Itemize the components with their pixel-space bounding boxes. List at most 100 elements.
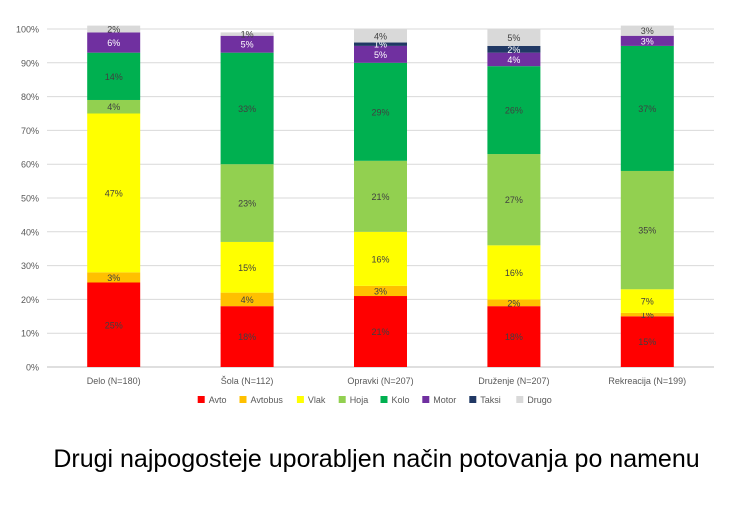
bar-segment-avtobus <box>220 292 274 307</box>
data-label: 3% <box>374 286 387 296</box>
data-label: 4% <box>507 55 520 65</box>
data-label: 16% <box>371 254 389 264</box>
bar-segment-kolo <box>487 66 541 155</box>
bar-segment-hoja <box>487 154 541 246</box>
bar-segment-avto <box>87 282 141 367</box>
bar-segment-avtobus <box>620 312 674 317</box>
bar-segment-taksi <box>354 42 407 46</box>
bar-segment-kolo <box>87 52 141 100</box>
data-label: 18% <box>238 332 256 342</box>
data-label: 1% <box>374 40 387 50</box>
y-tick-label: 100% <box>16 25 39 35</box>
data-label: 3% <box>107 273 120 283</box>
bar-segment-hoja <box>354 160 407 232</box>
data-label: 5% <box>507 33 520 43</box>
data-label: 37% <box>638 104 656 114</box>
bar-segment-kolo <box>620 45 674 171</box>
bar-segment-vlak <box>220 241 274 293</box>
legend-label: Vlak <box>308 395 326 405</box>
bar-segment-hoja <box>87 99 141 114</box>
bar-segment-avto <box>354 296 407 367</box>
legend-swatch-vlak <box>296 396 304 403</box>
x-tick-label: Druženje (N=207) <box>478 376 549 386</box>
y-tick-label: 50% <box>21 194 39 204</box>
legend-swatch-hoja <box>338 396 346 403</box>
bar-segment-avtobus <box>87 272 141 283</box>
data-label: 4% <box>107 102 120 112</box>
data-label: 5% <box>241 40 254 50</box>
legend-swatch-motor <box>422 396 430 403</box>
data-label: 21% <box>371 192 389 202</box>
y-tick-label: 70% <box>21 126 39 136</box>
x-tick-label: Opravki (N=207) <box>347 376 413 386</box>
bar-segment-avtobus <box>354 285 407 297</box>
data-label: 5% <box>374 50 387 60</box>
data-label: 15% <box>238 263 256 273</box>
legend-swatch-kolo <box>380 396 388 403</box>
data-label: 21% <box>371 327 389 337</box>
bar-segment-drugo <box>87 25 141 33</box>
y-tick-label: 60% <box>21 160 39 170</box>
bar-segment-vlak <box>87 113 141 273</box>
bar-segment-motor <box>220 35 274 53</box>
bar-segment-vlak <box>487 245 541 300</box>
data-label: 27% <box>505 195 523 205</box>
data-label: 4% <box>241 295 254 305</box>
bar-segment-drugo <box>354 29 407 43</box>
data-label: 1% <box>641 310 654 320</box>
bar-segment-avto <box>220 306 274 367</box>
data-label: 47% <box>105 188 123 198</box>
bar-segment-kolo <box>354 62 407 161</box>
data-label: 2% <box>507 298 520 308</box>
x-tick-label: Šola (N=112) <box>221 376 274 386</box>
data-label: 3% <box>641 36 654 46</box>
stacked-bar-chart: 0% 10% 20% 30% 40% 50% 60% 70% 80% 90% 100% 25% 3% 47… <box>16 25 714 405</box>
legend-label: Avtobus <box>251 395 284 405</box>
data-label: 7% <box>641 297 654 307</box>
bar-segment-vlak <box>620 289 674 313</box>
bar-segment-motor <box>620 35 674 46</box>
legend-label: Taksi <box>480 395 501 405</box>
data-label: 4% <box>374 31 387 41</box>
bar-segment-motor <box>87 32 141 53</box>
bar-segment-hoja <box>220 164 274 242</box>
y-tick-label: 10% <box>21 329 39 339</box>
bar-segment-vlak <box>354 231 407 286</box>
bar-segment-taksi <box>487 45 541 53</box>
x-tick-label: Rekreacija (N=199) <box>608 376 686 386</box>
legend-swatch-avtobus <box>239 396 247 403</box>
y-tick-label: 30% <box>21 261 39 271</box>
legend-swatch-drugo <box>516 396 524 403</box>
data-label: 16% <box>505 268 523 278</box>
bar-segment-avto <box>620 316 674 367</box>
data-label: 26% <box>505 106 523 116</box>
bar-segment-drugo <box>620 25 674 36</box>
data-label: 15% <box>638 337 656 347</box>
y-tick-label: 20% <box>21 295 39 305</box>
bar-segment-avto <box>487 306 541 367</box>
y-tick-label: 80% <box>21 92 39 102</box>
legend-label: Hoja <box>350 395 369 405</box>
legend-label: Kolo <box>392 395 410 405</box>
legend-label: Motor <box>433 395 456 405</box>
y-tick-label: 0% <box>26 363 39 373</box>
legend-swatch-avto <box>197 396 205 403</box>
data-label: 3% <box>641 26 654 36</box>
bar-segment-motor <box>487 52 541 67</box>
bar-segment-drugo <box>487 29 541 46</box>
data-label: 35% <box>638 226 656 236</box>
chart-caption: Drugi najpogosteje uporabljen način poto… <box>53 445 700 473</box>
bar-segment-hoja <box>620 170 674 290</box>
data-label: 25% <box>105 320 123 330</box>
legend-label: Drugo <box>527 395 552 405</box>
data-label: 14% <box>105 72 123 82</box>
bar-segment-motor <box>354 45 407 63</box>
data-label: 1% <box>241 30 254 40</box>
y-tick-label: 40% <box>21 227 39 237</box>
data-label: 29% <box>371 107 389 117</box>
y-tick-label: 90% <box>21 58 39 68</box>
data-label: 6% <box>107 38 120 48</box>
data-label: 2% <box>107 25 120 35</box>
data-label: 33% <box>238 104 256 114</box>
legend-swatch-taksi <box>469 396 477 403</box>
